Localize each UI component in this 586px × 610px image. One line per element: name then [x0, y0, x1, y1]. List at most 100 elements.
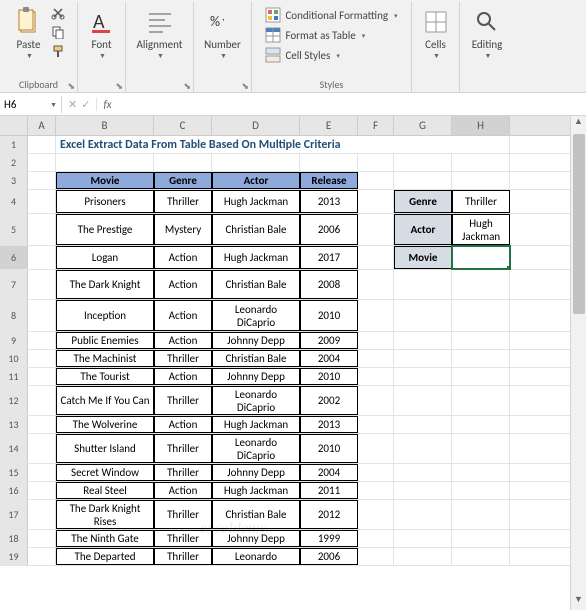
cell[interactable]	[394, 368, 452, 385]
row-header[interactable]: 18	[0, 530, 28, 547]
cell[interactable]	[394, 500, 452, 529]
col-header-C[interactable]: C	[154, 116, 212, 135]
table-cell[interactable]: Christian Bale	[212, 214, 300, 245]
table-cell[interactable]: Hugh Jackman	[212, 246, 300, 269]
dialog-launcher[interactable]: ⬊	[115, 81, 123, 92]
table-cell[interactable]: Christian Bale	[212, 500, 300, 529]
table-cell[interactable]: 2010	[300, 434, 358, 463]
table-header[interactable]: Genre	[154, 172, 212, 189]
cell[interactable]	[28, 350, 56, 367]
table-cell[interactable]: 2011	[300, 482, 358, 499]
table-cell[interactable]: Thriller	[154, 548, 212, 565]
editing-button[interactable]: Editing ▼	[468, 4, 507, 62]
table-cell[interactable]: Catch Me If You Can	[56, 386, 154, 415]
table-cell[interactable]: 2004	[300, 464, 358, 481]
select-all-corner[interactable]	[0, 116, 28, 135]
worksheet-grid[interactable]: ABCDEFGH 1Excel Extract Data From Table …	[0, 116, 586, 566]
cell[interactable]	[212, 154, 300, 171]
table-cell[interactable]: The Tourist	[56, 368, 154, 385]
cell[interactable]	[358, 434, 394, 463]
cell[interactable]	[28, 214, 56, 245]
lookup-value[interactable]: Thriller	[452, 190, 510, 213]
table-cell[interactable]: 1999	[300, 530, 358, 547]
table-cell[interactable]: Leonardo	[212, 548, 300, 565]
lookup-value[interactable]: Hugh Jackman	[452, 214, 510, 245]
cell[interactable]	[452, 482, 510, 499]
table-cell[interactable]: Inception	[56, 300, 154, 331]
cell[interactable]	[28, 368, 56, 385]
cancel-formula-icon[interactable]: ✕	[68, 98, 77, 111]
cells-button[interactable]: Cells ▼	[418, 4, 454, 62]
table-cell[interactable]: Thriller	[154, 530, 212, 547]
row-header[interactable]: 3	[0, 172, 28, 189]
cell[interactable]	[28, 172, 56, 189]
table-cell[interactable]: 2010	[300, 300, 358, 331]
dialog-launcher[interactable]: ⬊	[241, 81, 249, 92]
fx-icon[interactable]: fx	[97, 98, 117, 111]
row-header[interactable]: 4	[0, 190, 28, 213]
scroll-down-icon[interactable]: ▼	[571, 594, 586, 610]
cell[interactable]	[28, 434, 56, 463]
row-header[interactable]: 5	[0, 214, 28, 245]
page-title[interactable]: Excel Extract Data From Table Based On M…	[56, 136, 510, 153]
scroll-up-icon[interactable]: ▲	[571, 116, 586, 132]
cell[interactable]	[394, 386, 452, 415]
table-cell[interactable]: Action	[154, 332, 212, 349]
table-cell[interactable]: Leonardo DiCaprio	[212, 434, 300, 463]
table-cell[interactable]: Thriller	[154, 386, 212, 415]
cell[interactable]	[452, 530, 510, 547]
table-cell[interactable]: Hugh Jackman	[212, 416, 300, 433]
cell[interactable]	[358, 500, 394, 529]
row-header[interactable]: 15	[0, 464, 28, 481]
table-header[interactable]: Actor	[212, 172, 300, 189]
cell[interactable]	[154, 154, 212, 171]
cell[interactable]	[28, 270, 56, 299]
lookup-value[interactable]	[452, 246, 510, 269]
table-cell[interactable]: Christian Bale	[212, 350, 300, 367]
table-cell[interactable]: The Dark Knight Rises	[56, 500, 154, 529]
table-cell[interactable]: The Dark Knight	[56, 270, 154, 299]
row-header[interactable]: 8	[0, 300, 28, 331]
table-cell[interactable]: Johnny Depp	[212, 464, 300, 481]
table-cell[interactable]: The Departed	[56, 548, 154, 565]
table-cell[interactable]: The Prestige	[56, 214, 154, 245]
table-cell[interactable]: Action	[154, 368, 212, 385]
cell[interactable]	[358, 214, 394, 245]
table-header[interactable]: Release	[300, 172, 358, 189]
cell[interactable]	[452, 154, 510, 171]
paste-button[interactable]: Paste ▼	[11, 4, 47, 62]
cell[interactable]	[28, 154, 56, 171]
table-cell[interactable]: Christian Bale	[212, 270, 300, 299]
cell[interactable]	[452, 500, 510, 529]
cell[interactable]	[394, 172, 452, 189]
table-cell[interactable]: Prisoners	[56, 190, 154, 213]
cell[interactable]	[28, 136, 56, 153]
cell[interactable]	[28, 416, 56, 433]
cell[interactable]	[394, 416, 452, 433]
table-cell[interactable]: 2010	[300, 368, 358, 385]
table-cell[interactable]: Thriller	[154, 464, 212, 481]
col-header-A[interactable]: A	[28, 116, 56, 135]
number-button[interactable]: %, Number ▼	[200, 4, 245, 62]
table-cell[interactable]: Hugh Jackman	[212, 482, 300, 499]
cell[interactable]	[452, 416, 510, 433]
scroll-thumb[interactable]	[573, 134, 585, 314]
cell[interactable]	[394, 350, 452, 367]
table-cell[interactable]: Real Steel	[56, 482, 154, 499]
row-header[interactable]: 2	[0, 154, 28, 171]
row-header[interactable]: 10	[0, 350, 28, 367]
vertical-scrollbar[interactable]: ▲ ▼	[570, 116, 586, 610]
row-header[interactable]: 16	[0, 482, 28, 499]
cell[interactable]	[56, 154, 154, 171]
col-header-B[interactable]: B	[56, 116, 154, 135]
dialog-launcher[interactable]: ⬊	[67, 81, 75, 92]
cell[interactable]	[452, 464, 510, 481]
row-header[interactable]: 1	[0, 136, 28, 153]
table-cell[interactable]: Thriller	[154, 500, 212, 529]
formula-input[interactable]	[118, 96, 586, 113]
cell[interactable]	[394, 300, 452, 331]
table-cell[interactable]: Action	[154, 246, 212, 269]
conditional-formatting-button[interactable]: Conditional Formatting▾	[263, 6, 399, 24]
row-header[interactable]: 9	[0, 332, 28, 349]
cell[interactable]	[452, 172, 510, 189]
